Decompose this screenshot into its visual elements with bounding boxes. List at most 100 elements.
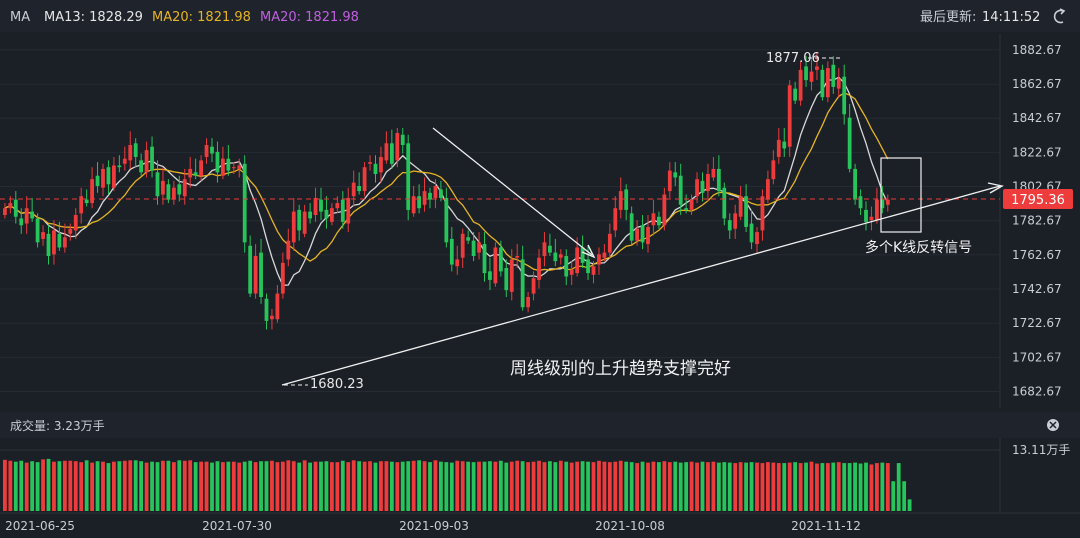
volume-bar-44 bbox=[242, 461, 247, 511]
candle-8 bbox=[46, 225, 51, 265]
volume-bar-67 bbox=[368, 461, 372, 511]
volume-title: 成交量: 3.23万手 bbox=[10, 418, 105, 433]
candle-51 bbox=[280, 252, 285, 299]
candle-127 bbox=[695, 172, 699, 204]
volume-bar-43 bbox=[237, 462, 242, 511]
candle-52 bbox=[286, 228, 291, 267]
candle-35 bbox=[193, 158, 198, 180]
candle-73 bbox=[400, 127, 405, 154]
volume-bar-39 bbox=[215, 461, 220, 511]
volume-bar-154 bbox=[842, 463, 847, 511]
volume-bar-42 bbox=[231, 461, 236, 511]
candle-150 bbox=[820, 64, 825, 101]
volume-header bbox=[0, 412, 1080, 438]
candle-135 bbox=[738, 185, 743, 221]
candle-121 bbox=[662, 187, 667, 231]
volume-bar-99 bbox=[542, 462, 547, 511]
volume-bar-87 bbox=[477, 461, 481, 511]
price-tick-0: 1882.67 bbox=[1012, 43, 1062, 57]
volume-bar-131 bbox=[716, 462, 721, 511]
volume-bar-85 bbox=[466, 461, 471, 511]
volume-bar-49 bbox=[270, 460, 274, 511]
candle-99 bbox=[542, 232, 547, 267]
volume-bar-149 bbox=[815, 463, 819, 511]
toolbar-bg bbox=[0, 0, 1080, 32]
candle-69 bbox=[379, 146, 383, 183]
candle-117 bbox=[640, 215, 645, 250]
candle-46 bbox=[253, 244, 258, 299]
update-label: 最后更新: bbox=[920, 9, 976, 25]
volume-bar-109 bbox=[597, 460, 601, 511]
volume-bar-9 bbox=[52, 461, 56, 511]
candle-98 bbox=[537, 249, 541, 289]
candle-156 bbox=[853, 163, 857, 205]
volume-bar-28 bbox=[155, 462, 160, 511]
candle-159 bbox=[869, 206, 874, 231]
volume-bar-37 bbox=[204, 461, 209, 511]
candle-75 bbox=[411, 185, 416, 217]
volume-bar-77 bbox=[422, 461, 427, 511]
volume-bar-125 bbox=[684, 462, 689, 511]
volume-bar-152 bbox=[831, 462, 836, 511]
close-icon[interactable] bbox=[1047, 419, 1059, 431]
volume-bar-68 bbox=[373, 462, 378, 511]
volume-bar-53 bbox=[291, 461, 296, 511]
volume-bar-18 bbox=[101, 461, 105, 511]
volume-bar-33 bbox=[182, 460, 187, 511]
volume-bar-143 bbox=[782, 463, 787, 511]
date-tick-1: 2021-07-30 bbox=[202, 519, 272, 533]
volume-bar-12 bbox=[68, 460, 73, 511]
volume-bar-122 bbox=[667, 462, 672, 511]
volume-max-label: 13.11万手 bbox=[1012, 443, 1070, 457]
update-time: 14:11:52 bbox=[982, 10, 1040, 25]
volume-bar-110 bbox=[602, 461, 607, 511]
candle-37 bbox=[204, 138, 209, 164]
volume-bar-23 bbox=[128, 460, 133, 511]
volume-bar-134 bbox=[733, 463, 738, 511]
volume-bar-13 bbox=[73, 461, 78, 511]
volume-bar-151 bbox=[825, 463, 830, 511]
volume-bar-45 bbox=[248, 460, 253, 511]
candle-96 bbox=[526, 291, 530, 313]
candle-90 bbox=[493, 242, 498, 287]
reversal-text: 多个K线反转信号 bbox=[865, 239, 972, 256]
candle-82 bbox=[449, 226, 454, 272]
candle-101 bbox=[553, 238, 558, 267]
refresh-icon[interactable] bbox=[1053, 8, 1066, 24]
candle-12 bbox=[68, 223, 73, 241]
volume-bar-129 bbox=[706, 462, 710, 511]
candle-147 bbox=[804, 56, 808, 87]
candle-64 bbox=[351, 170, 356, 207]
volume-bar-71 bbox=[389, 461, 394, 511]
candle-5 bbox=[30, 197, 35, 222]
volume-bar-29 bbox=[161, 460, 165, 511]
ma20-value-2: MA20: 1821.98 bbox=[260, 10, 359, 25]
candle-89 bbox=[488, 257, 492, 291]
volume-bar-0 bbox=[3, 459, 7, 511]
high-label: 1877.06 bbox=[766, 51, 820, 66]
candle-95 bbox=[520, 245, 525, 311]
volume-bar-54 bbox=[297, 462, 302, 511]
candle-146 bbox=[798, 61, 803, 106]
volume-bar-142 bbox=[776, 463, 781, 511]
volume-bar-72 bbox=[395, 462, 400, 511]
volume-bar-52 bbox=[286, 460, 291, 511]
candle-134 bbox=[733, 204, 738, 239]
volume-bar-150 bbox=[820, 463, 825, 511]
volume-bar-82 bbox=[449, 462, 454, 511]
volume-bar-61 bbox=[335, 462, 340, 511]
candle-74 bbox=[406, 134, 411, 221]
volume-bar-81 bbox=[444, 462, 449, 511]
candle-65 bbox=[357, 172, 362, 195]
volume-bar-24 bbox=[133, 460, 138, 511]
candle-88 bbox=[482, 232, 487, 282]
candle-66 bbox=[362, 162, 367, 197]
candle-154 bbox=[842, 64, 847, 125]
indicator-name[interactable]: MA bbox=[10, 10, 30, 25]
candle-152 bbox=[831, 56, 836, 94]
price-tick-5: 1782.67 bbox=[1012, 214, 1062, 228]
volume-bar-138 bbox=[755, 462, 759, 511]
volume-bar-46 bbox=[253, 462, 258, 511]
